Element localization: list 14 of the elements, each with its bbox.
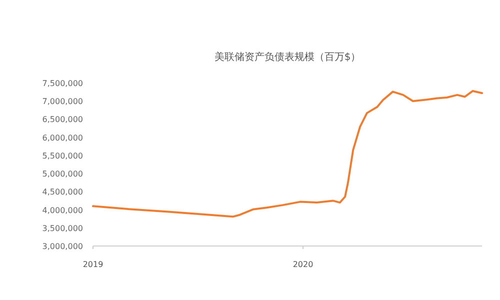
y-tick-label: 5,000,000 [42,170,83,179]
line-series [92,90,483,218]
y-tick-label: 4,500,000 [42,188,83,197]
y-tick-label: 5,500,000 [42,151,83,160]
y-tick-label: 6,500,000 [42,115,83,124]
x-tick-label: 2019 [82,260,104,269]
y-tick-label: 4,000,000 [42,206,83,215]
y-tick-label: 7,000,000 [42,97,83,106]
chart-title: 美联储资产负债表规模（百万$） [214,51,361,63]
y-tick-label: 3,500,000 [42,224,83,233]
y-tick-label: 6,000,000 [42,133,83,142]
y-tick-label: 7,500,000 [42,79,83,88]
x-tick-label: 2020 [292,260,314,269]
y-tick-label: 3,000,000 [42,242,83,251]
